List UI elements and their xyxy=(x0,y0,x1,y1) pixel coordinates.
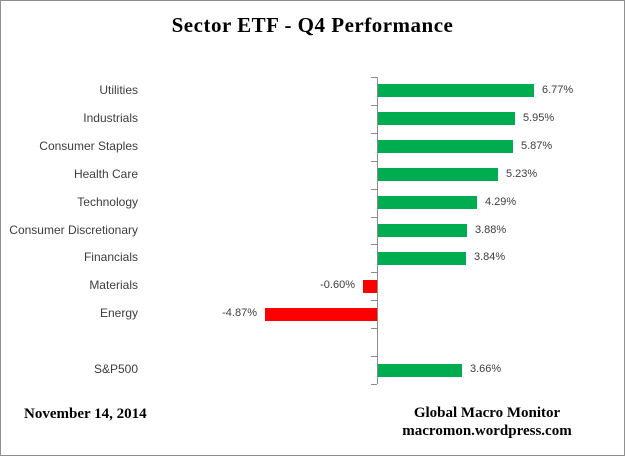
category-label: Industrials xyxy=(83,110,138,125)
category-label: Materials xyxy=(89,278,138,293)
footer-credit-line1: Global Macro Monitor xyxy=(413,405,561,421)
value-label: 6.77% xyxy=(542,83,574,96)
value-label: 3.66% xyxy=(470,363,502,376)
axis-tick xyxy=(371,77,377,78)
category-label: Consumer Discretionary xyxy=(9,222,138,237)
axis-tick xyxy=(371,133,377,134)
category-label: Utilities xyxy=(99,82,138,97)
axis-tick xyxy=(371,105,377,106)
value-label: 3.88% xyxy=(475,223,507,236)
axis-tick xyxy=(371,300,377,301)
axis-tick xyxy=(371,189,377,190)
axis-tick xyxy=(371,161,377,162)
bar xyxy=(378,364,462,377)
bar xyxy=(378,252,466,265)
value-label: 5.87% xyxy=(521,139,553,152)
category-label: Consumer Staples xyxy=(39,138,138,153)
bar xyxy=(378,196,477,209)
axis-tick xyxy=(371,217,377,218)
category-axis-line xyxy=(377,77,378,384)
chart-title: Sector ETF - Q4 Performance xyxy=(171,13,454,37)
value-label: 5.23% xyxy=(506,167,538,180)
footer-credit: Global Macro Monitor macromon.wordpress.… xyxy=(377,404,597,440)
bar xyxy=(378,84,534,97)
axis-tick xyxy=(371,384,377,385)
footer-credit-line2: macromon.wordpress.com xyxy=(402,423,572,439)
category-label: S&P500 xyxy=(93,362,138,377)
category-label: Health Care xyxy=(73,166,138,181)
axis-tick xyxy=(371,328,377,329)
value-label: 3.84% xyxy=(474,251,506,264)
footer-date: November 14, 2014 xyxy=(24,406,147,422)
axis-tick xyxy=(371,244,377,245)
value-label: -4.87% xyxy=(222,307,257,320)
bar xyxy=(378,112,515,125)
category-label: Financials xyxy=(83,250,138,265)
axis-tick xyxy=(371,272,377,273)
category-label: Technology xyxy=(77,194,138,209)
bar xyxy=(363,280,377,293)
bar xyxy=(378,168,498,181)
value-label: 5.95% xyxy=(523,111,555,124)
bar xyxy=(378,224,467,237)
bar xyxy=(265,308,377,321)
axis-tick xyxy=(371,356,377,357)
value-label: -0.60% xyxy=(320,279,355,292)
bar xyxy=(378,140,513,153)
value-label: 4.29% xyxy=(485,195,517,208)
category-label: Energy xyxy=(99,306,138,321)
